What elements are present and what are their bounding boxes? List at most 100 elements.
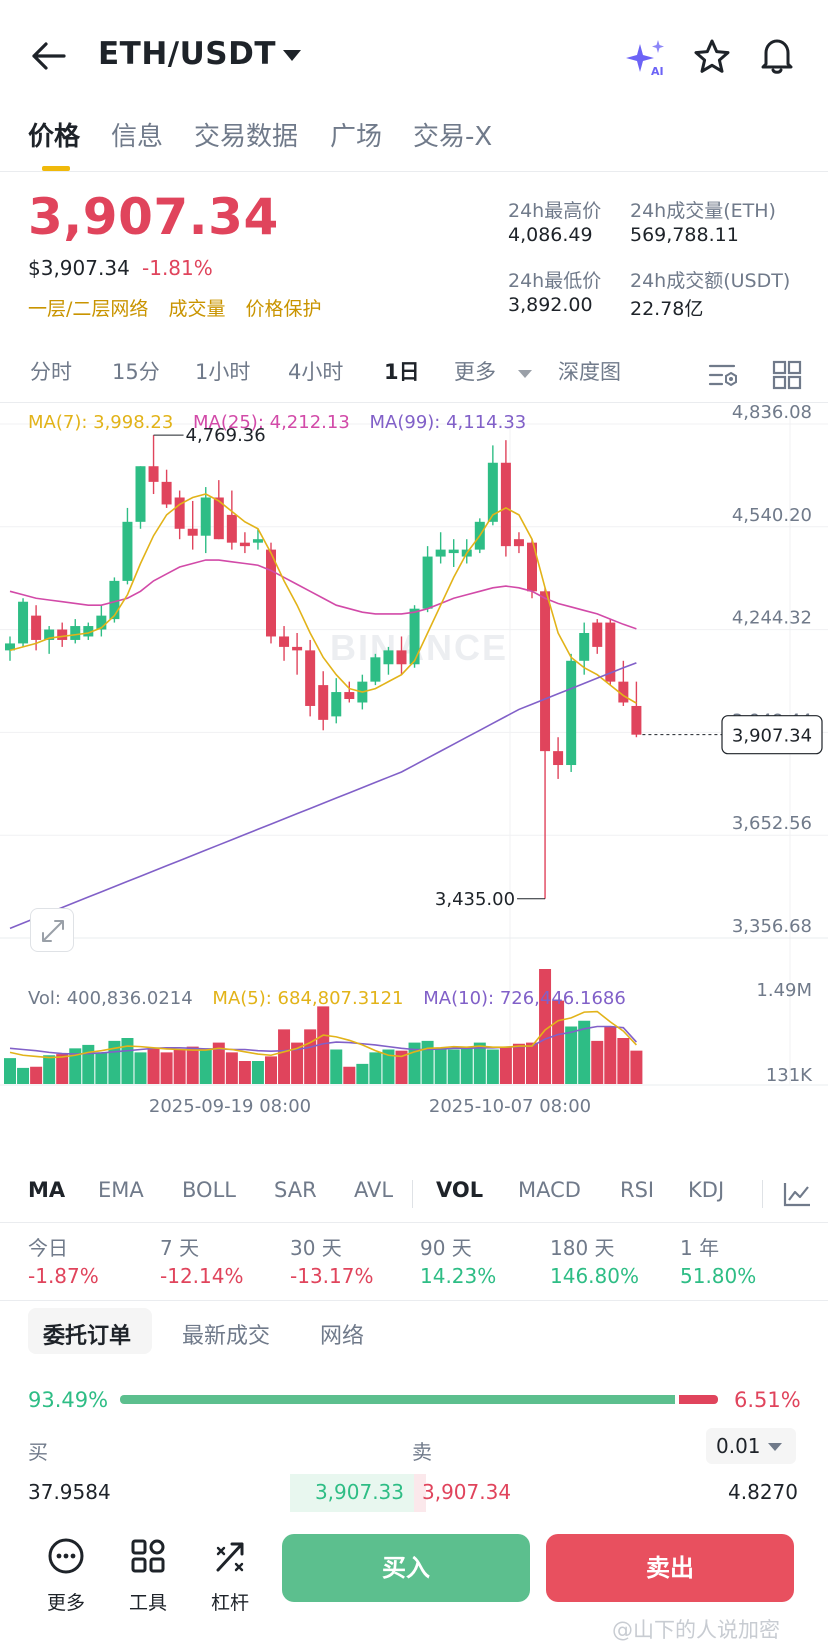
buy-ratio: 93.49% xyxy=(28,1388,109,1412)
candle-body xyxy=(527,542,537,592)
indicator-kdj[interactable]: KDJ xyxy=(688,1178,725,1202)
indicator-ema[interactable]: EMA xyxy=(98,1178,144,1202)
tab-trade-x[interactable]: 交易-X xyxy=(413,122,493,152)
back-arrow-icon[interactable] xyxy=(28,38,68,74)
candle-body xyxy=(435,549,446,557)
more-button[interactable]: 更多 xyxy=(34,1536,98,1616)
candle-body xyxy=(122,521,133,581)
candle-body xyxy=(292,646,303,651)
price-protection-link[interactable]: 价格保护 xyxy=(245,298,322,320)
interval-bar: 分时 15分 1小时 4小时 1日 更多 深度图 xyxy=(0,356,828,396)
volume-bar xyxy=(265,1056,277,1084)
tools-button[interactable]: 工具 xyxy=(116,1536,180,1616)
volume-bar xyxy=(30,1066,43,1084)
candle-body xyxy=(109,580,120,620)
precision-value[interactable]: 0.01 xyxy=(716,1434,761,1458)
more-dropdown-caret-icon[interactable] xyxy=(518,370,532,378)
candle-body xyxy=(135,466,146,522)
interval-15m[interactable]: 15分 xyxy=(112,360,160,384)
candle-body xyxy=(370,657,381,682)
buy-ratio-bar xyxy=(120,1395,675,1404)
indicator-ma[interactable]: MA xyxy=(28,1178,66,1202)
volume-link[interactable]: 成交量 xyxy=(168,298,226,320)
tab-trading-data[interactable]: 交易数据 xyxy=(194,122,299,152)
pair-title[interactable]: ETH/USDT xyxy=(98,36,276,72)
volume-bar xyxy=(95,1052,108,1084)
interval-1h[interactable]: 1小时 xyxy=(195,360,251,384)
ai-sparkle-icon[interactable]: AI xyxy=(626,38,668,78)
tab-latest-trades[interactable]: 最新成交 xyxy=(182,1324,271,1349)
candle-body xyxy=(83,626,94,637)
notification-bell-icon[interactable] xyxy=(758,36,796,76)
ma25-line xyxy=(9,559,637,630)
sell-ratio: 6.51% xyxy=(734,1388,801,1412)
price-axis-label: 4,540.20 xyxy=(732,505,812,526)
tab-order-book[interactable]: 委托订单 xyxy=(43,1324,132,1349)
current-price-label: 3,907.34 xyxy=(732,726,812,747)
indicator-boll[interactable]: BOLL xyxy=(182,1178,236,1202)
indicator-rsi[interactable]: RSI xyxy=(620,1178,655,1202)
candle-body xyxy=(487,462,498,522)
chart-layout-icon[interactable] xyxy=(772,360,802,390)
fullscreen-expand-icon[interactable] xyxy=(30,908,74,952)
candle-body xyxy=(239,542,250,547)
volume-bar xyxy=(356,1063,369,1084)
perf-180d-label: 180 天 xyxy=(550,1236,615,1260)
interval-more[interactable]: 更多 xyxy=(454,360,496,384)
volume-bar xyxy=(82,1044,95,1084)
orderbook-row[interactable]: 37.9584 3,907.33 3,907.34 4.8270 xyxy=(0,1474,828,1512)
interval-1d[interactable]: 1日 xyxy=(384,360,420,384)
tab-square[interactable]: 广场 xyxy=(330,122,383,152)
candle-body xyxy=(605,622,616,682)
volume-bar xyxy=(251,1061,264,1084)
volume-legend: Vol: 400,836.0214 MA(5): 684,807.3121 MA… xyxy=(28,988,640,1009)
volume-bar xyxy=(447,1049,460,1084)
interval-timeline[interactable]: 分时 xyxy=(30,360,72,384)
leverage-arrow-icon xyxy=(216,1542,244,1572)
ma25-legend: MA(25): 4,212.13 xyxy=(193,412,350,433)
favorite-star-icon[interactable] xyxy=(693,38,731,76)
volume-bar xyxy=(17,1067,30,1084)
candle-body xyxy=(57,629,68,640)
candle-body xyxy=(618,681,629,703)
pair-dropdown-caret-icon[interactable] xyxy=(283,50,301,61)
indicator-settings-chart-icon[interactable] xyxy=(782,1180,812,1208)
indicator-avl[interactable]: AVL xyxy=(354,1178,394,1202)
more-label: 更多 xyxy=(46,1592,85,1614)
perf-7d-value: -12.14% xyxy=(160,1264,244,1288)
sell-button[interactable]: 卖出 xyxy=(546,1534,794,1602)
chart-settings-icon[interactable] xyxy=(708,361,740,389)
tools-label: 工具 xyxy=(128,1592,167,1614)
volume-bar xyxy=(43,1055,56,1084)
candle-body xyxy=(579,632,590,661)
divider xyxy=(412,1180,413,1208)
tab-network[interactable]: 网络 xyxy=(320,1324,365,1349)
divider xyxy=(0,1300,828,1301)
perf-1y-label: 1 年 xyxy=(680,1236,720,1260)
price-axis-label: 3,356.68 xyxy=(732,916,812,937)
volume-bar xyxy=(382,1049,395,1084)
svg-text:AI: AI xyxy=(651,65,664,78)
last-price: 3,907.34 xyxy=(28,188,279,246)
indicator-macd[interactable]: MACD xyxy=(518,1178,581,1202)
indicator-sar[interactable]: SAR xyxy=(274,1178,317,1202)
tab-price[interactable]: 价格 xyxy=(28,122,81,152)
volume-bar xyxy=(369,1052,382,1084)
network-link[interactable]: 一层/二层网络 xyxy=(28,298,149,320)
kline-chart[interactable]: BINANCE4,836.084,540.204,244.323,948.443… xyxy=(0,404,828,1144)
perf-90d-label: 90 天 xyxy=(420,1236,472,1260)
interval-4h[interactable]: 4小时 xyxy=(288,360,344,384)
candle-body xyxy=(252,539,263,543)
perf-30d-value: -13.17% xyxy=(290,1264,374,1288)
indicator-vol[interactable]: VOL xyxy=(436,1178,484,1202)
candle-body xyxy=(213,497,224,540)
precision-caret-icon[interactable] xyxy=(768,1443,782,1451)
buy-button[interactable]: 买入 xyxy=(282,1534,530,1602)
depth-chart-tab[interactable]: 深度图 xyxy=(558,360,621,384)
tab-info[interactable]: 信息 xyxy=(111,122,164,152)
candle-body xyxy=(383,650,394,665)
volume-bar xyxy=(604,1026,617,1084)
ask-quantity: 4.8270 xyxy=(728,1480,798,1504)
candle-body xyxy=(5,643,15,651)
leverage-button[interactable]: 杠杆 xyxy=(198,1536,262,1616)
